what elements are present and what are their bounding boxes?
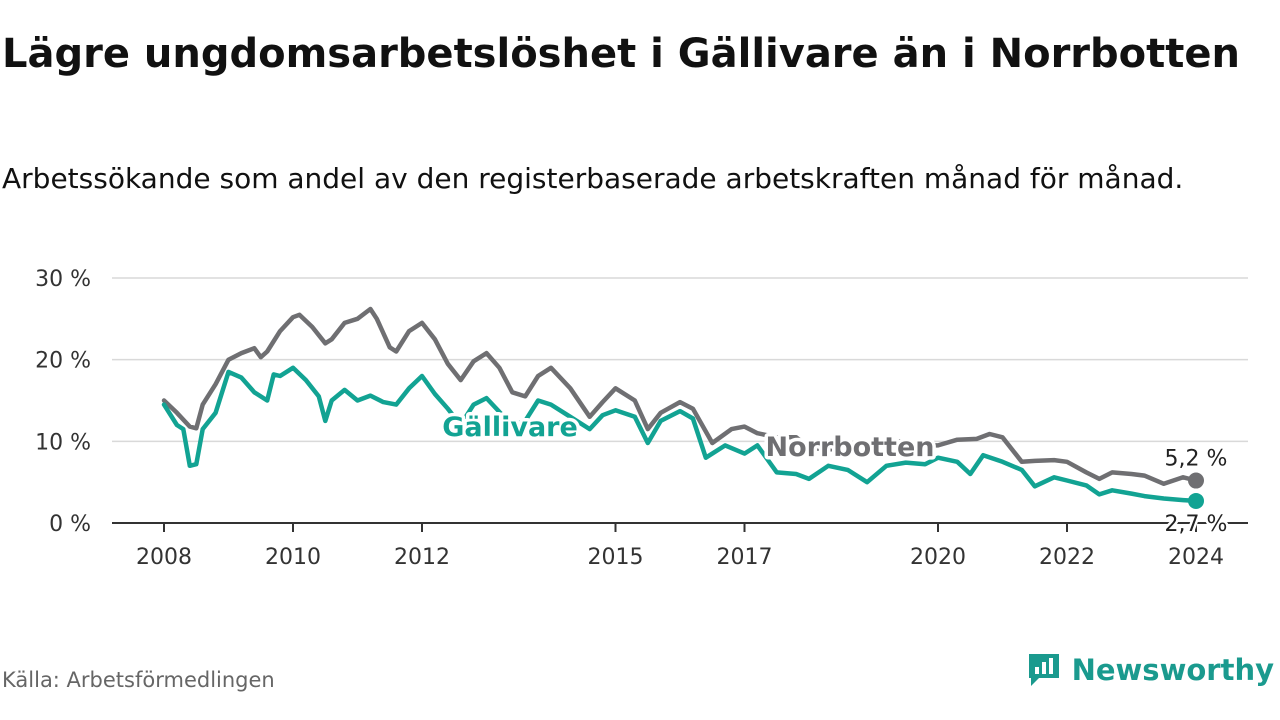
- brand-name: Newsworthy: [1071, 653, 1274, 687]
- y-tick-label: 10 %: [35, 430, 91, 455]
- x-tick-label: 2010: [265, 545, 321, 570]
- line-chart: 0 % 10 % 20 % 30 % 2008 2010 2012 2015 2017 2020…: [35, 267, 1248, 570]
- x-tick-label: 2008: [136, 545, 192, 570]
- y-tick-label: 30 %: [35, 267, 91, 292]
- end-point-gallivare: [1188, 492, 1204, 509]
- series-label-norrbotten: Norrbotten: [765, 432, 934, 463]
- series-label-gallivare: Gällivare: [442, 412, 578, 443]
- y-tick-label: 0 %: [49, 512, 91, 537]
- chart-subtitle: Arbetssökande som andel av den registerb…: [2, 162, 1184, 195]
- end-point-norrbotten: [1188, 472, 1204, 489]
- gridlines: 0 % 10 % 20 % 30 %: [35, 267, 1248, 537]
- chart-title: Lägre ungdomsarbetslöshet i Gällivare än…: [2, 31, 1240, 77]
- y-tick-label: 20 %: [35, 349, 91, 374]
- x-tick-label: 2012: [394, 545, 450, 570]
- series-line-norrbotten: [161, 306, 1199, 487]
- x-tick-label: 2024: [1168, 545, 1224, 570]
- x-tick-label: 2022: [1039, 545, 1095, 570]
- newsworthy-logo[interactable]: Newsworthy: [1026, 651, 1274, 689]
- end-label-norrbotten: 5,2 %: [1165, 447, 1228, 472]
- source-note: Källa: Arbetsförmedlingen: [2, 668, 275, 692]
- end-label-gallivare: 2,7 %: [1165, 512, 1228, 537]
- series-lines: [161, 306, 1204, 509]
- series-line-gallivare: [161, 365, 1199, 504]
- x-tick-label: 2017: [717, 545, 773, 570]
- chart-labels: Gällivare Norrbotten 5,2 % 2,7 %: [439, 409, 1230, 540]
- newsworthy-logo-icon: [1028, 654, 1059, 686]
- x-tick-label: 2020: [910, 545, 966, 570]
- x-tick-label: 2015: [588, 545, 644, 570]
- x-axis: 2008 2010 2012 2015 2017 2020 2022 2024: [112, 522, 1248, 570]
